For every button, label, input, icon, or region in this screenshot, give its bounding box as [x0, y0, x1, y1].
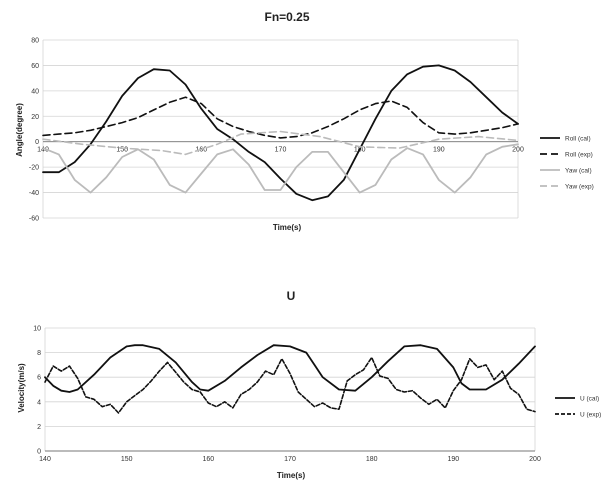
y-axis-label: Velocity(m/s)	[17, 363, 26, 413]
x-axis-label: Time(s)	[277, 471, 306, 480]
roll-yaw-chart: Fn=0.25 Time(s) Angle(degree) -60 -40 -20 0…	[15, 10, 594, 232]
y-tick-label: 2	[37, 424, 41, 431]
x-tick-label: 200	[529, 456, 541, 463]
y-tick-label: 20	[31, 114, 39, 121]
velocity-chart: U Time(s) Velocity(m/s) 0 2 4 6 8 10 140 150 160…	[17, 289, 601, 480]
y-tick-label: 6	[37, 375, 41, 382]
y-tick-label: 80	[31, 38, 39, 45]
y-tick-label: 40	[31, 88, 39, 95]
legend-label: U (cal)	[580, 396, 599, 403]
x-tick-label: 140	[37, 147, 49, 154]
legend-label: Yaw (exp)	[565, 184, 594, 191]
y-tick-label: 4	[37, 399, 41, 406]
legend-label: Yaw (cal)	[565, 168, 592, 175]
x-tick-label: 190	[447, 456, 459, 463]
x-tick-label: 160	[202, 456, 214, 463]
series-line-roll-cal	[42, 64, 519, 202]
y-tick-label: 60	[31, 63, 39, 70]
y-tick-label: 8	[37, 350, 41, 357]
x-tick-label: 170	[275, 147, 287, 154]
x-tick-label: 180	[366, 456, 378, 463]
x-tick-label: 190	[433, 147, 445, 154]
x-tick-label: 150	[116, 147, 128, 154]
x-tick-label: 170	[284, 456, 296, 463]
x-axis-label: Time(s)	[273, 223, 302, 232]
legend-label: Roll (cal)	[565, 136, 591, 143]
y-tick-label: 0	[35, 139, 39, 146]
chart-title: U	[287, 289, 296, 303]
series-line-yaw-cal	[42, 143, 519, 194]
series-line-u-cal	[44, 344, 536, 393]
y-axis-label: Angle(degree)	[15, 103, 24, 157]
y-tick-label: 0	[37, 449, 41, 456]
x-tick-label: 150	[121, 456, 133, 463]
chart-title: Fn=0.25	[264, 10, 309, 24]
y-tick-label: -20	[29, 165, 39, 172]
y-tick-label: -40	[29, 190, 39, 197]
x-tick-label: 200	[512, 147, 524, 154]
legend-label: U (exp)	[580, 412, 601, 419]
x-tick-label: 160	[195, 147, 207, 154]
y-tick-label: 10	[33, 326, 41, 333]
series-line-u-exp	[44, 356, 536, 414]
y-tick-label: -60	[29, 216, 39, 223]
legend-label: Roll (exp)	[565, 152, 593, 159]
series-line-yaw-exp	[42, 130, 519, 156]
series-line-roll-exp	[42, 96, 519, 139]
x-tick-label: 140	[39, 456, 51, 463]
